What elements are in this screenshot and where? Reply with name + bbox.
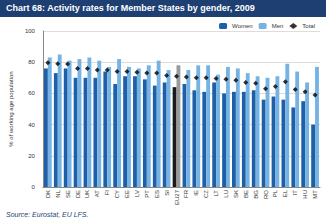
svg-text:RO: RO — [263, 190, 269, 199]
svg-text:BE: BE — [243, 190, 249, 198]
html-text:Chart 68: Activity rates for M: Chart 68: Activity rates for Member Stat… — [6, 3, 255, 13]
svg-text:LT: LT — [213, 190, 219, 197]
svg-text:EE: EE — [124, 190, 130, 198]
html-text:Source: Eurostat, EU LFS.: Source: Eurostat, EU LFS. — [6, 211, 89, 218]
svg-text:BG: BG — [253, 190, 259, 199]
svg-text:Women: Women — [232, 23, 253, 29]
svg-text:20: 20 — [28, 153, 35, 159]
svg-text:CY: CY — [114, 190, 120, 198]
svg-text:DK: DK — [45, 190, 51, 198]
svg-text:AT: AT — [94, 190, 100, 198]
svg-text:SE: SE — [65, 190, 71, 198]
svg-text:IT: IT — [292, 190, 298, 196]
svg-text:0: 0 — [32, 184, 36, 190]
svg-text:FR: FR — [183, 189, 189, 198]
svg-text:EU27: EU27 — [174, 189, 180, 205]
svg-text:40: 40 — [28, 122, 35, 128]
svg-text:60: 60 — [28, 90, 35, 96]
svg-text:ES: ES — [154, 190, 160, 198]
svg-text:SK: SK — [233, 190, 239, 198]
svg-text:FI: FI — [104, 190, 110, 196]
svg-text:LV: LV — [134, 190, 140, 197]
svg-text:MT: MT — [312, 190, 318, 199]
svg-text:SI: SI — [164, 190, 170, 196]
svg-text:LU: LU — [223, 190, 229, 198]
svg-text:100: 100 — [25, 28, 36, 34]
svg-text:80: 80 — [28, 59, 35, 65]
svg-text:UK: UK — [84, 190, 90, 198]
svg-text:NL: NL — [55, 189, 61, 197]
svg-text:HU: HU — [302, 190, 308, 199]
svg-text:IE: IE — [193, 190, 199, 196]
svg-text:Men: Men — [272, 23, 284, 29]
svg-text:EL: EL — [282, 189, 288, 197]
svg-text:Total: Total — [302, 23, 315, 29]
svg-text:PL: PL — [272, 189, 278, 197]
svg-text:PT: PT — [144, 190, 150, 198]
svg-text:DE: DE — [75, 190, 81, 198]
svg-text:% of working age population: % of working age population — [8, 71, 14, 146]
svg-text:CZ: CZ — [203, 190, 209, 198]
